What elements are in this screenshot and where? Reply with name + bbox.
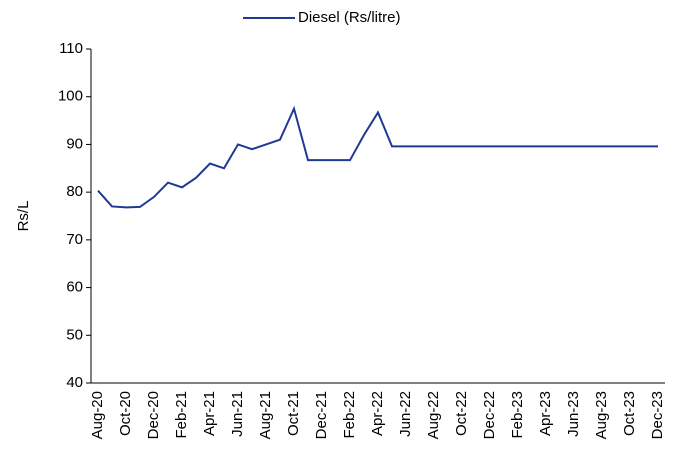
y-axis-label: Rs/L <box>15 201 32 232</box>
y-tick-label: 90 <box>66 135 83 152</box>
x-tick-label: Jun-22 <box>397 391 414 437</box>
x-tick-label: Feb-23 <box>509 391 526 439</box>
legend-label: Diesel (Rs/litre) <box>298 9 401 26</box>
x-tick-label: Feb-21 <box>173 391 190 439</box>
y-tick-label: 70 <box>66 231 83 248</box>
y-tick-label: 110 <box>59 40 83 57</box>
x-tick-label: Dec-21 <box>313 391 330 439</box>
x-tick-label: Oct-22 <box>453 391 470 436</box>
x-tick-label: Jun-23 <box>565 391 582 437</box>
x-tick-label: Apr-21 <box>201 391 218 436</box>
x-tick-label: Aug-21 <box>257 391 274 439</box>
x-tick-label: Apr-22 <box>369 391 386 436</box>
x-tick-label: Dec-23 <box>649 391 666 439</box>
y-tick-label: 80 <box>66 183 83 200</box>
x-tick-label: Jun-21 <box>229 391 246 437</box>
x-tick-label: Aug-20 <box>89 391 106 439</box>
x-tick-label: Apr-23 <box>537 391 554 436</box>
x-tick-label: Aug-22 <box>425 391 442 439</box>
x-tick-label: Dec-20 <box>145 391 162 439</box>
x-tick-label: Dec-22 <box>481 391 498 439</box>
x-tick-label: Oct-20 <box>117 391 134 436</box>
y-tick-label: 100 <box>58 88 83 105</box>
line-series <box>97 105 658 209</box>
y-tick-label: 50 <box>66 326 83 343</box>
x-tick-label: Feb-22 <box>341 391 358 439</box>
y-tick-label: 40 <box>66 374 83 391</box>
x-tick-label: Aug-23 <box>593 391 610 439</box>
x-tick-label: Oct-21 <box>285 391 302 436</box>
x-tick-label: Oct-23 <box>621 391 638 436</box>
y-tick-label: 60 <box>66 279 83 296</box>
